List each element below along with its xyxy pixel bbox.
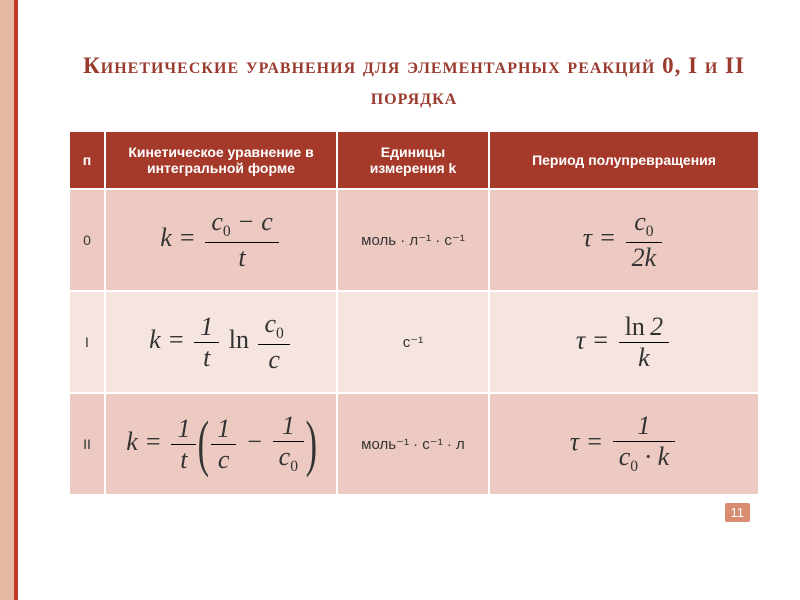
table-row: II k = 1t(1c − 1c0) моль⁻¹ · с⁻¹ · л τ =… [70,394,758,494]
header-order: п [70,132,104,188]
halflife-cell: τ = ln 2k [490,292,758,392]
order-cell: 0 [70,190,104,290]
formula-k-order-1: k = 1t ln c0c [149,311,293,373]
table-row: 0 k = c0 − ct моль · л⁻¹ · с⁻¹ τ = c02k [70,190,758,290]
slide-title: Кинетические уравнения для элементарных … [68,50,760,112]
page-number-badge: 11 [725,503,751,522]
header-halflife: Период полупревращения [490,132,758,188]
halflife-cell: τ = 1c0 · k [490,394,758,494]
formula-k-order-0: k = c0 − ct [160,209,282,271]
header-units: Единицы измерения k [338,132,488,188]
table-row: I k = 1t ln c0c с⁻¹ τ = ln 2k [70,292,758,392]
table-header-row: п Кинетическое уравнение в интегральной … [70,132,758,188]
header-equation: Кинетическое уравнение в интегральной фо… [106,132,336,188]
halflife-cell: τ = c02k [490,190,758,290]
equation-cell: k = 1t ln c0c [106,292,336,392]
units-cell: моль · л⁻¹ · с⁻¹ [338,190,488,290]
kinetics-table: п Кинетическое уравнение в интегральной … [68,130,760,496]
slide-content: Кинетические уравнения для элементарных … [18,0,800,600]
formula-tau-order-1: τ = ln 2k [576,314,672,371]
order-cell: II [70,394,104,494]
equation-cell: k = 1t(1c − 1c0) [106,394,336,494]
formula-k-order-2: k = 1t(1c − 1c0) [126,413,316,475]
order-cell: I [70,292,104,392]
equation-cell: k = c0 − ct [106,190,336,290]
units-cell: моль⁻¹ · с⁻¹ · л [338,394,488,494]
formula-tau-order-2: τ = 1c0 · k [570,413,678,475]
formula-tau-order-0: τ = c02k [583,209,665,271]
units-cell: с⁻¹ [338,292,488,392]
